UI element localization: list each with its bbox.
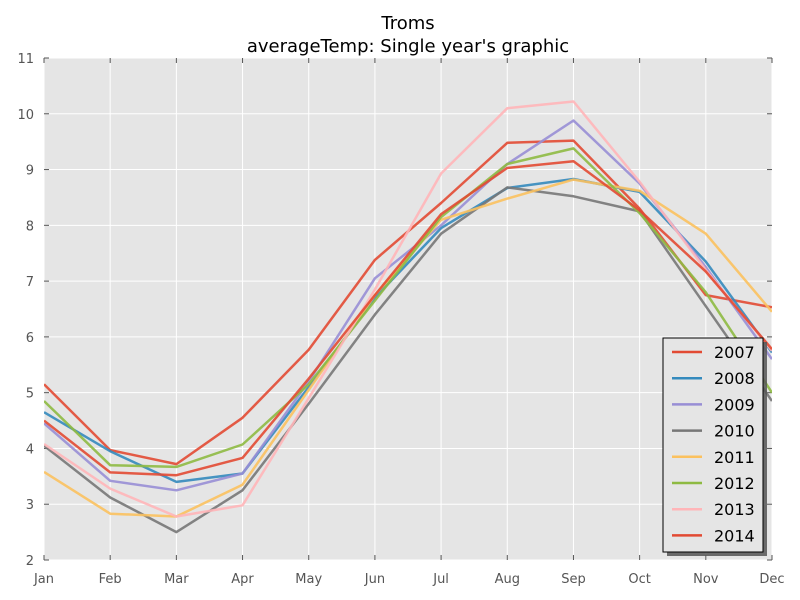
legend: 2007 2008 2009 2010 2011 2012 2013 2014 — [662, 337, 767, 556]
series-lines — [44, 100, 772, 534]
legend-label-2013: 2013 — [714, 500, 755, 519]
y-tick-label: 10 — [17, 108, 34, 123]
y-tick-label: 2 — [26, 554, 34, 569]
series-line-2012 — [44, 147, 772, 469]
x-tick-label: Mar — [164, 572, 189, 587]
y-tick-label: 6 — [26, 331, 34, 346]
y-tick-label: 9 — [26, 164, 34, 179]
y-tick-label: 7 — [26, 275, 34, 290]
chart-title: Troms — [380, 13, 434, 34]
y-tick-label: 8 — [26, 219, 34, 234]
legend-box — [662, 337, 764, 553]
x-tick-label: Sep — [561, 572, 586, 587]
series-line-2014 — [44, 159, 772, 477]
x-tick-label: Oct — [628, 572, 650, 587]
series-line-2013 — [44, 100, 772, 518]
y-tick-label: 4 — [26, 442, 34, 457]
y-axis-labels: 2 3 4 5 6 7 8 9 10 11 — [17, 52, 34, 569]
chart-subtitle: averageTemp: Single year's graphic — [247, 36, 569, 57]
legend-label-2010: 2010 — [714, 422, 755, 441]
x-tick-label: Jun — [364, 572, 385, 587]
x-tick-label: Dec — [759, 572, 784, 587]
x-tick-label: Apr — [231, 572, 254, 587]
x-tick-label: Feb — [99, 572, 122, 587]
legend-label-2008: 2008 — [714, 369, 755, 388]
x-tick-label: Jul — [432, 572, 449, 587]
legend-label-2009: 2009 — [714, 395, 755, 414]
x-tick-label: May — [295, 572, 322, 587]
legend-label-2014: 2014 — [714, 526, 755, 545]
x-tick-label: Aug — [495, 572, 520, 587]
legend-label-2007: 2007 — [714, 343, 755, 362]
legend-label-2011: 2011 — [714, 448, 755, 467]
axis-ticks — [43, 57, 773, 561]
x-tick-label: Jan — [33, 572, 54, 587]
legend-label-2012: 2012 — [714, 474, 755, 493]
x-axis-labels: Jan Feb Mar Apr May Jun Jul Aug Sep Oct Nov Dec — [33, 572, 785, 587]
y-tick-label: 5 — [26, 387, 34, 402]
y-tick-label: 11 — [17, 52, 34, 67]
x-tick-label: Nov — [693, 572, 719, 587]
series-line-2008 — [44, 177, 772, 484]
y-tick-label: 3 — [26, 498, 34, 513]
